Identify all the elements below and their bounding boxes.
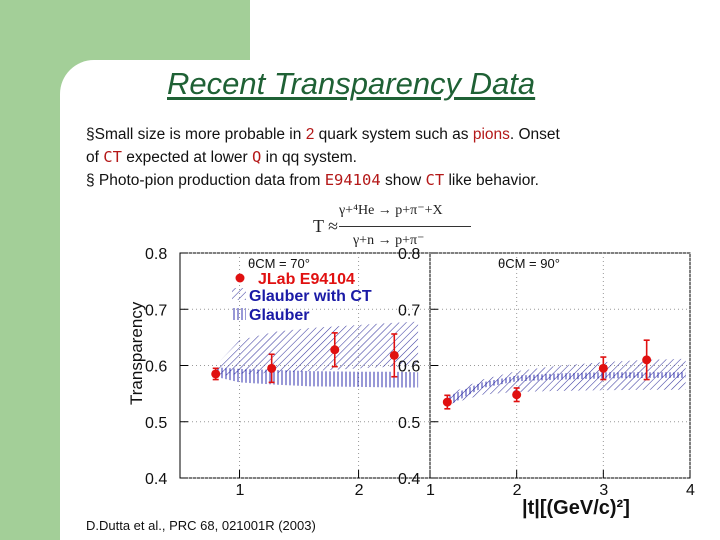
chart1-band-glauber-ct [215,321,419,377]
chart2-data-point [642,355,652,365]
chart2-xtick-label: 3 [599,482,608,499]
bullet-1-text: §Small size is more probable in [86,126,306,143]
chart2-ytick-label: 0.8 [398,246,420,263]
legend-label-ct: Glauber with CT [249,288,372,305]
chart2-title: θCM = 90° [498,256,560,271]
chart2-band-glauber [447,372,686,406]
bullet-list: §Small size is more probable in 2 quark … [86,124,560,192]
slide-title: Recent Transparency Data [167,66,536,101]
bullet-2-text: of [86,149,104,166]
chart2-data-point [598,363,608,373]
bullet-1-tail: . Onset [509,126,560,143]
chart1-data-point [389,350,399,360]
chart1-xtick-label: 2 [355,482,364,499]
bullet-3: § Photo-pion production data from E94104… [86,169,560,192]
chart2-band-glauber-ct [447,358,686,405]
chart1-ytick-label: 0.7 [145,302,167,319]
bullet-3-mid: show [380,172,426,189]
accent-corner [0,0,250,60]
x-axis-label: |t|[(GeV/c)²] [522,497,630,519]
chart1-ytick-label: 0.8 [145,246,167,263]
chart2-ytick-label: 0.7 [398,302,420,319]
legend-marker-data [235,273,245,283]
chart1-xtick-label: 1 [236,482,245,499]
chart2-ytick-label: 0.5 [398,415,420,432]
chart1-band-glauber [215,367,419,388]
bullet-1-pions: pions [472,126,510,143]
chart2-xtick-label: 2 [513,482,522,499]
bullet-2: of CT expected at lower Q in qq system. [86,146,560,169]
equation-numerator: γ+⁴He → p+π⁻+X [339,203,443,218]
bullet-2-q: Q [252,148,262,166]
slide-panel [60,60,720,540]
chart1-ytick-label: 0.6 [145,359,167,376]
legend-marker-ct [232,288,246,300]
bullet-2-ct: CT [103,148,122,166]
bullet-2-tail: in qq system. [261,149,357,166]
chart2-data-point [442,397,452,407]
equation-denominator: γ+n → p+π⁻ [353,233,425,248]
equation-lhs: T ≈ [313,216,339,236]
bullet-1-number: 2 [305,126,315,143]
bullet-3-ct: CT [425,171,445,189]
bullet-2-mid: expected at lower [121,149,253,166]
chart1-title: θCM = 70° [248,256,310,271]
chart2-xtick-label: 1 [426,482,435,499]
y-axis-label: Transparency [127,301,146,405]
citation: D.Dutta et al., PRC 68, 021001R (2003) [86,518,316,533]
chart1-ytick-label: 0.4 [145,471,167,488]
legend-label-data: JLab E94104 [258,271,355,288]
chart2-ytick-label: 0.4 [398,471,420,488]
chart1-data-point [267,363,277,373]
legend-marker-glauber [232,308,246,320]
chart1-data-point [211,369,221,379]
chart2-data-point [512,390,522,400]
bullet-1: §Small size is more probable in 2 quark … [86,124,560,146]
fraction-bar [339,226,471,227]
bullet-3-tail: like behavior. [444,172,539,189]
chart1-data-point [330,345,340,355]
chart1-ytick-label: 0.5 [145,415,167,432]
bullet-3-exp: E94104 [324,171,381,189]
chart2-xtick-label: 4 [686,482,695,499]
bullet-3-text: § Photo-pion production data from [86,172,325,189]
legend-label-glauber: Glauber [249,307,309,324]
bullet-1-mid: quark system such as [314,126,473,143]
chart2-ytick-label: 0.6 [398,359,420,376]
